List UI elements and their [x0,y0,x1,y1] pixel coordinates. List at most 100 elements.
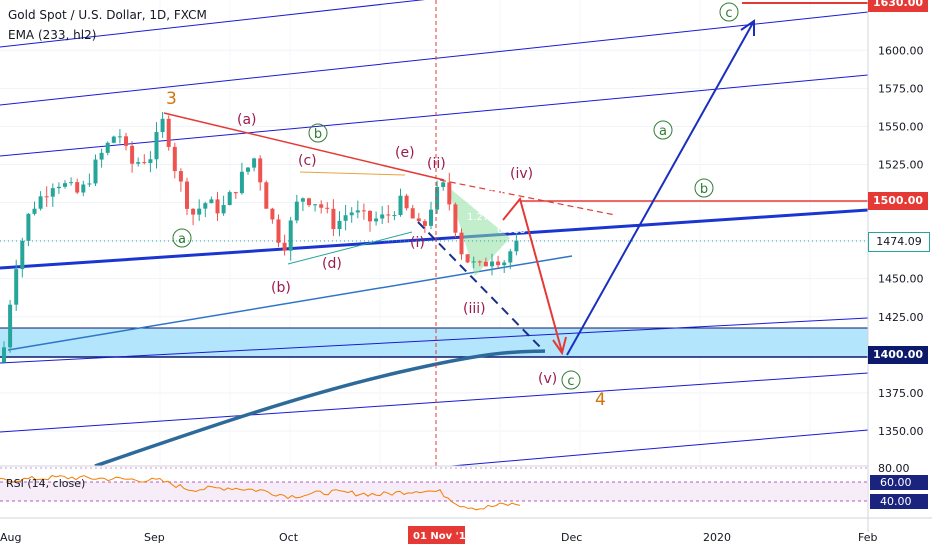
wave-3: 3 [166,89,177,109]
wave-iv: (iv) [510,166,533,182]
candle [191,207,196,226]
candle [416,212,421,222]
candle [252,157,257,172]
candle [136,157,141,167]
candle [130,141,135,173]
fib-labels: 0.786 1.272 0.618 0.618 [467,188,526,287]
candle [246,167,250,175]
candle [8,299,13,353]
wave-d-paren: (d) [322,256,342,272]
candle [422,219,427,233]
fib-zone [447,186,510,276]
candle [264,180,269,209]
candle [349,207,354,223]
candle [380,206,385,224]
candle [514,230,519,256]
candle [209,196,214,204]
candle [178,168,183,192]
candle [26,213,31,247]
svg-text:b: b [700,182,708,197]
rsi-indicator: RSI (14, close) [0,467,868,511]
time-tick-feb: Feb [858,531,877,544]
wave-c-paren: (c) [298,153,317,169]
projection-blue-arrowhead [740,19,755,36]
wave-b-paren: (b) [271,280,291,296]
rsi-tick-80: 80.00 [878,462,910,475]
candle [270,207,275,224]
candle [154,122,159,169]
chart-title: Gold Spot / U.S. Dollar, 1D, FXCM [8,8,207,22]
candle [319,200,324,214]
candle [502,260,507,273]
candle [490,253,494,276]
candle [471,256,476,269]
wave-v: (v) [538,371,557,387]
candle [32,201,37,216]
circle-label-c-2: c [719,2,739,22]
candle [239,162,244,195]
fib-label-3: 0.618 [497,225,526,236]
price-tag-top: 1630.00 [868,0,928,12]
triangle-lower [287,231,413,265]
price-tick: 1550.00 [878,120,924,133]
rsi-tag-40 [870,494,928,509]
candle [50,183,55,207]
candle [307,197,311,208]
pitchfork-channel [0,0,868,466]
candle [337,211,342,237]
svg-text:c: c [725,6,732,21]
date-marker-tag [408,526,465,544]
price-tick: 1525.00 [878,158,924,171]
candle [2,341,6,364]
time-tick-sep: Sep [144,531,165,544]
candle [87,173,92,188]
price-tick: 1350.00 [878,425,924,438]
candle [44,186,49,208]
candle [166,115,171,151]
candle [410,204,415,219]
svg-text:a: a [178,232,186,247]
candle [117,129,122,144]
candle [38,191,43,211]
candle [404,193,409,211]
circle-label-b-1: b [308,123,328,143]
candle [435,180,440,214]
channel-line-2 [0,11,868,106]
channel-line-3 [0,74,868,157]
candle [325,202,330,214]
rsi-axis: 80.00 60.00 40.00 [870,462,928,509]
candle [124,132,128,151]
svg-text:b: b [314,127,322,142]
candle [69,177,74,186]
candle [477,260,482,267]
price-axis: 1350.00 1375.00 1425.00 1450.00 1525.00 1550.… [878,44,924,438]
date-marker-label: 01 Nov '19 [413,531,473,542]
price-tick: 1425.00 [878,311,924,324]
ema-line [94,349,546,466]
candle [398,188,403,217]
circled-labels: a b c a b c [172,2,739,390]
candle [81,180,86,197]
candle [483,257,488,267]
candle [203,201,208,218]
candle [313,203,318,212]
channel-line-1 [0,0,426,48]
wave-labels: 3 (a) (b) (c) (d) (e) (i) (ii) (iii) (iv… [166,89,606,410]
candle [233,191,238,199]
candle [386,205,391,223]
candlesticks [2,111,519,364]
projection-blue [566,20,755,356]
candle [429,201,433,230]
candle [14,259,19,311]
candle [300,197,305,212]
candle [20,237,25,278]
candle [93,154,98,186]
candle [111,135,116,144]
rsi-label: RSI (14, close) [6,477,85,490]
candle [343,204,348,231]
candle [282,234,287,256]
candle [142,154,147,165]
time-tick-dec: Dec [561,531,582,544]
candle [105,141,110,156]
